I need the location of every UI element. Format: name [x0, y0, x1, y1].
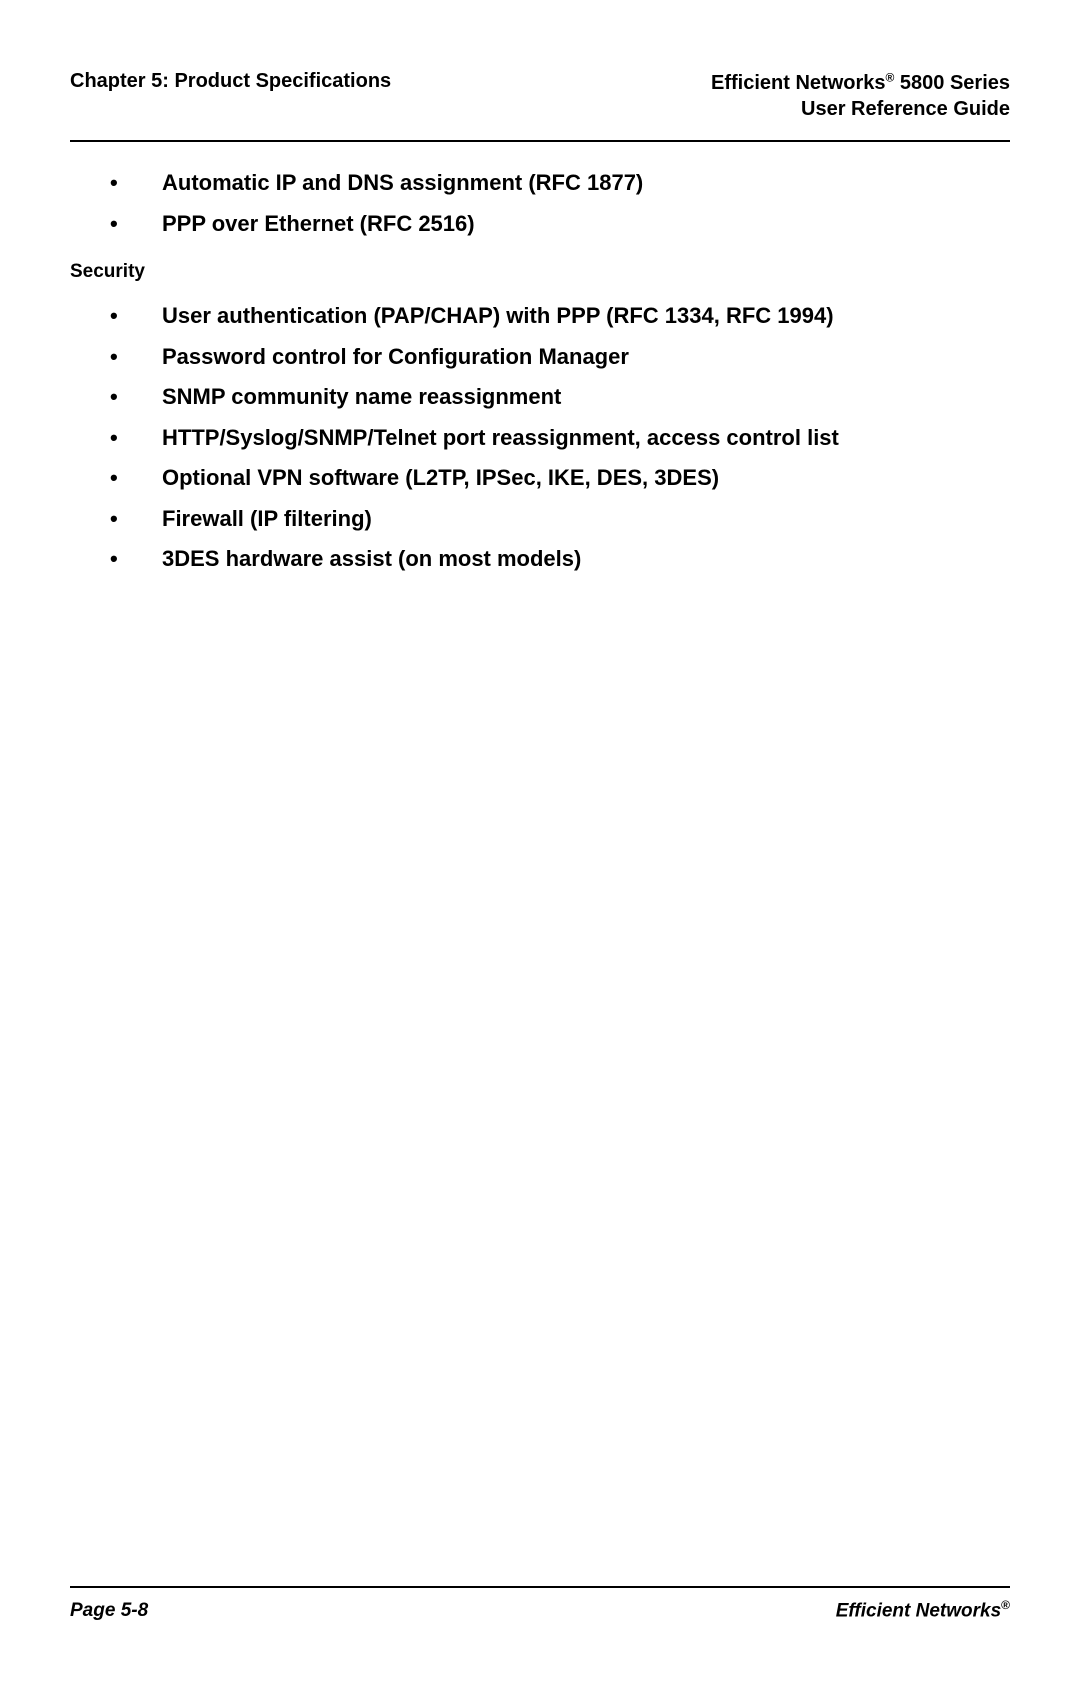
brand-block: Efficient Networks® 5800 Series User Ref…: [711, 70, 1010, 122]
page-content: Automatic IP and DNS assignment (RFC 187…: [70, 164, 1010, 579]
list-item: Firewall (IP filtering): [110, 500, 1010, 539]
brand-line-2: User Reference Guide: [711, 96, 1010, 122]
list-item: PPP over Ethernet (RFC 2516): [110, 205, 1010, 244]
list-item: HTTP/Syslog/SNMP/Telnet port reassignmen…: [110, 419, 1010, 458]
list-item: Automatic IP and DNS assignment (RFC 187…: [110, 164, 1010, 203]
list-item: SNMP community name reassignment: [110, 378, 1010, 417]
chapter-title: Chapter 5: Product Specifications: [70, 70, 391, 93]
security-bullet-list: User authentication (PAP/CHAP) with PPP …: [70, 297, 1010, 579]
list-item: Password control for Configuration Manag…: [110, 338, 1010, 377]
section-heading-security: Security: [70, 261, 1010, 283]
page-header: Chapter 5: Product Specifications Effici…: [70, 70, 1010, 142]
list-item: User authentication (PAP/CHAP) with PPP …: [110, 297, 1010, 336]
page-footer: Page 5-8 Efficient Networks®: [70, 1586, 1010, 1622]
page-number: Page 5-8: [70, 1600, 148, 1622]
list-item: 3DES hardware assist (on most models): [110, 540, 1010, 579]
top-bullet-list: Automatic IP and DNS assignment (RFC 187…: [70, 164, 1010, 243]
brand-line-1: Efficient Networks® 5800 Series: [711, 70, 1010, 96]
footer-brand: Efficient Networks®: [836, 1598, 1010, 1622]
list-item: Optional VPN software (L2TP, IPSec, IKE,…: [110, 459, 1010, 498]
